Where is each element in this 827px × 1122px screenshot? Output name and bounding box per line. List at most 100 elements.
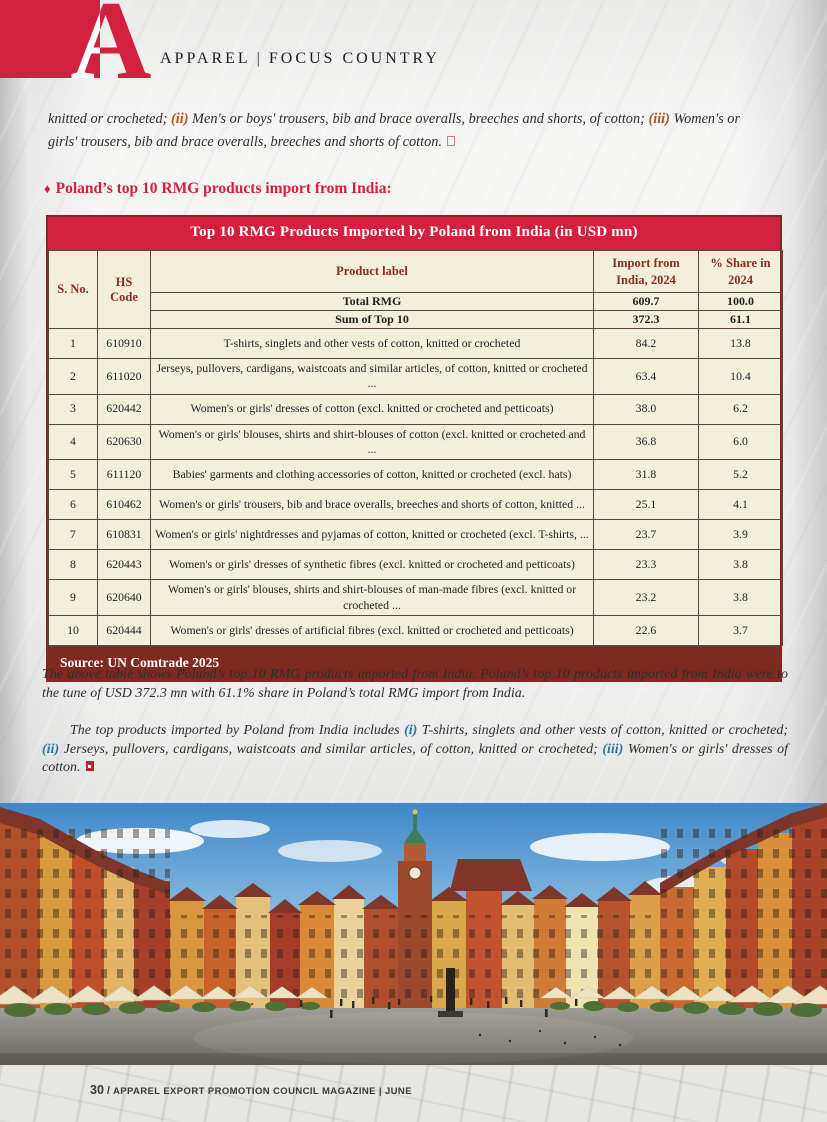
analysis2-seg4: Women's or girls' dresses of cotton.	[42, 741, 788, 776]
column-header-sno: S. No.	[48, 250, 98, 329]
page-header-title: APPAREL | FOCUS COUNTRY	[160, 50, 440, 68]
summary-import: 609.7	[593, 292, 699, 311]
summary-share: 61.1	[698, 310, 783, 329]
intro-marker-ii: (ii)	[171, 111, 189, 127]
apec-letter-a-logo-icon: A A	[0, 0, 152, 78]
cell-import: 25.1	[593, 489, 699, 521]
intro-paragraph: knitted or crocheted; (ii) Men's or boys…	[48, 108, 740, 154]
summary-import: 372.3	[593, 310, 699, 329]
cell-product: Women's or girls' dresses of artificial …	[150, 614, 594, 646]
cell-hs: 610910	[97, 328, 151, 359]
footer-strip	[0, 1065, 827, 1122]
header-category: APPAREL	[160, 50, 251, 67]
table-row: 4 620630 Women's or girls' blouses, shirts…	[48, 423, 783, 461]
column-header-product: Product label	[150, 250, 594, 293]
diamond-bullet-icon: ♦	[44, 181, 51, 196]
cell-import: 22.6	[593, 614, 699, 646]
footer-magazine-text: APPAREL EXPORT PROMOTION COUNCIL MAGAZIN…	[112, 1086, 412, 1097]
cell-product: Women's or girls' trousers, bib and brac…	[150, 489, 594, 521]
cell-hs: 611020	[97, 358, 151, 395]
cell-hs: 611120	[97, 459, 151, 491]
cell-import: 23.7	[593, 519, 699, 551]
cell-sno: 10	[48, 614, 98, 646]
cell-share: 6.0	[698, 423, 783, 461]
cell-import: 38.0	[593, 393, 699, 425]
cell-product: Women's or girls' blouses, shirts and sh…	[150, 423, 594, 461]
summary-label: Total RMG	[150, 292, 594, 311]
cell-product: Women's or girls' nightdresses and pyjam…	[150, 519, 594, 551]
cell-sno: 9	[48, 579, 98, 616]
analysis2-marker-ii: (ii)	[42, 741, 60, 757]
table-row: 2 611020 Jerseys, pullovers, cardigans, wa…	[48, 358, 783, 395]
analysis2-marker-iii: (iii)	[602, 741, 624, 757]
cell-sno: 2	[48, 358, 98, 395]
cell-import: 63.4	[593, 358, 699, 395]
intro-seg1: knitted or crocheted;	[48, 111, 171, 127]
table-row: 7 610831 Women's or girls' nightdresses an…	[48, 519, 783, 551]
cell-product: Babies' garments and clothing accessorie…	[150, 459, 594, 491]
table-row: 5 611120 Babies' garments and clothing acc…	[48, 459, 783, 491]
analysis2-seg2: T-shirts, singlets and other vests of co…	[417, 723, 789, 738]
cell-import: 23.2	[593, 579, 699, 616]
cell-sno: 3	[48, 393, 98, 425]
cell-share: 3.8	[698, 549, 783, 581]
intro-seg3: Women's or girls' trousers, bib and brac…	[48, 111, 741, 150]
end-mark-outline-icon	[446, 136, 455, 146]
analysis-paragraph-2: The top products imported by Poland from…	[42, 722, 788, 778]
table-row: 1 610910 T-shirts, singlets and other vest…	[48, 328, 783, 359]
header-separator: |	[256, 50, 263, 67]
cell-share: 6.2	[698, 393, 783, 425]
svg-text:A: A	[71, 0, 152, 78]
cell-share: 10.4	[698, 358, 783, 395]
table-row: 10 620444 Women's or girls' dresses of art…	[48, 614, 783, 646]
cell-share: 3.8	[698, 579, 783, 616]
cell-share: 3.7	[698, 614, 783, 646]
cell-sno: 7	[48, 519, 98, 551]
cell-sno: 8	[48, 549, 98, 581]
table-row: 3 620442 Women's or girls' dresses of cott…	[48, 393, 783, 425]
column-header-share: % Share in 2024	[698, 250, 783, 293]
cell-import: 84.2	[593, 328, 699, 359]
cell-share: 5.2	[698, 459, 783, 491]
table-row: 8 620443 Women's or girls' dresses of synt…	[48, 549, 783, 581]
cell-share: 3.9	[698, 519, 783, 551]
cell-hs: 620640	[97, 579, 151, 616]
end-mark-filled-icon	[85, 761, 94, 771]
cell-product: T-shirts, singlets and other vests of co…	[150, 328, 594, 359]
table-title: Top 10 RMG Products Imported by Poland f…	[48, 217, 780, 250]
cell-import: 23.3	[593, 549, 699, 581]
cell-hs: 620630	[97, 423, 151, 461]
column-header-hs-code: HS Code	[97, 250, 151, 329]
cell-hs: 620442	[97, 393, 151, 425]
cell-sno: 5	[48, 459, 98, 491]
header-section: FOCUS COUNTRY	[268, 50, 440, 67]
cell-import: 31.8	[593, 459, 699, 491]
summary-label: Sum of Top 10	[150, 310, 594, 329]
page-number: 30	[90, 1083, 104, 1097]
table-source: Source: UN Comtrade 2025	[48, 645, 780, 680]
summary-row-sum-top10: Sum of Top 10 372.3 61.1	[49, 310, 783, 329]
cell-hs: 620443	[97, 549, 151, 581]
section-heading-text: Poland’s top 10 RMG products import from…	[55, 180, 392, 197]
cell-hs: 610462	[97, 489, 151, 521]
cell-sno: 6	[48, 489, 98, 521]
analysis2-marker-i: (i)	[404, 723, 418, 738]
cell-product: Jerseys, pullovers, cardigans, waistcoat…	[150, 358, 594, 395]
analysis2-seg3: Jerseys, pullovers, cardigans, waistcoat…	[59, 741, 603, 757]
cell-share: 4.1	[698, 489, 783, 521]
svg-text:A: A	[71, 0, 152, 78]
cell-product: Women's or girls' dresses of synthetic f…	[150, 549, 594, 581]
cell-product: Women's or girls' blouses, shirts and sh…	[150, 579, 594, 616]
cell-import: 36.8	[593, 423, 699, 461]
page-footer: 30/APPAREL EXPORT PROMOTION COUNCIL MAGA…	[90, 1081, 412, 1099]
cell-sno: 4	[48, 423, 98, 461]
summary-share: 100.0	[698, 292, 783, 311]
cell-share: 13.8	[698, 328, 783, 359]
section-heading: ♦ Poland’s top 10 RMG products import fro…	[44, 180, 392, 198]
warsaw-old-town-photo	[0, 803, 827, 1065]
intro-marker-iii: (iii)	[648, 111, 670, 127]
analysis2-seg1: The top products imported by Poland from…	[70, 723, 405, 738]
cell-sno: 1	[48, 328, 98, 359]
table-row: 9 620640 Women's or girls' blouses, shirts…	[48, 579, 783, 616]
